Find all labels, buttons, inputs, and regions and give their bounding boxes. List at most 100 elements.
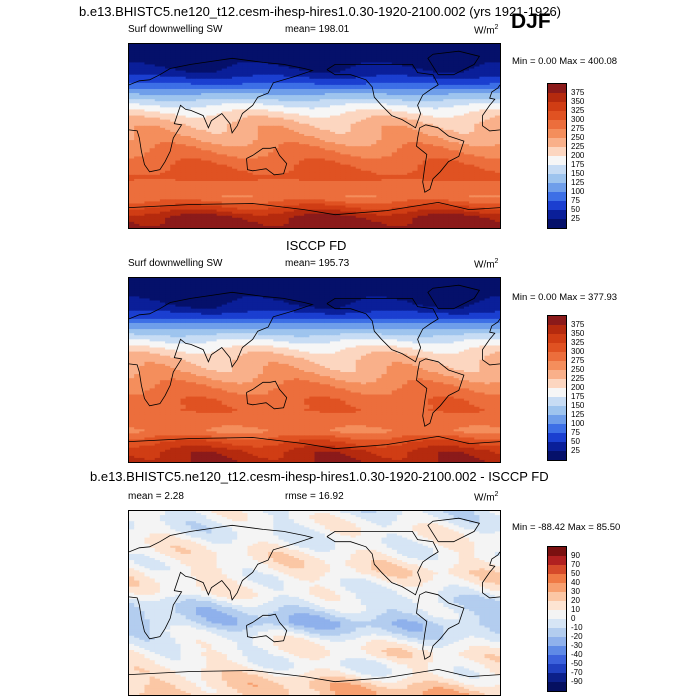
map-cell — [402, 142, 408, 145]
map-cell — [412, 97, 419, 100]
map-cell — [448, 91, 455, 94]
map-cell — [433, 93, 439, 96]
map-cell — [396, 52, 403, 55]
map-cell — [170, 142, 176, 145]
map-cell — [402, 162, 408, 166]
map-cell — [443, 125, 450, 129]
map-cell — [185, 176, 192, 180]
map-cell — [226, 170, 233, 174]
map-cell — [324, 138, 331, 141]
map-cell — [190, 68, 197, 72]
map-cell — [237, 91, 243, 94]
map-cell — [345, 76, 352, 80]
map-cell — [489, 62, 496, 66]
map-cell — [216, 152, 223, 155]
map-cell — [324, 164, 331, 168]
map-cell — [299, 48, 305, 51]
map-cell — [278, 123, 285, 127]
map-cell — [396, 50, 403, 53]
map-cell — [494, 76, 500, 80]
map-cell — [159, 136, 166, 139]
map-cell — [350, 54, 357, 57]
map-cell — [479, 72, 486, 76]
map-cell — [453, 109, 460, 113]
map-cell — [474, 136, 480, 139]
map-cell — [257, 86, 264, 90]
map-cell — [226, 74, 233, 78]
map-cell — [201, 119, 207, 123]
map-cell — [299, 74, 305, 78]
map-cell — [201, 156, 207, 160]
map-cell — [129, 180, 135, 184]
map-cell — [273, 183, 280, 186]
map-cell — [360, 76, 367, 80]
map-cell — [371, 113, 377, 117]
map-cell — [293, 99, 300, 102]
map-cell — [366, 84, 372, 88]
map-cell — [211, 84, 218, 88]
map-cell — [257, 82, 264, 86]
map-cell — [474, 101, 480, 104]
map-cell — [180, 46, 187, 49]
map-cell — [412, 54, 419, 57]
map-cell — [407, 176, 413, 180]
map-cell — [288, 103, 295, 106]
map-cell — [453, 113, 460, 117]
map-cell — [345, 46, 352, 49]
map-cell — [232, 156, 238, 160]
map-cell — [299, 160, 305, 164]
map-cell — [309, 164, 316, 168]
map-cell — [242, 133, 249, 137]
map-cell — [154, 52, 161, 55]
map-cell — [324, 152, 331, 155]
map-cell — [376, 48, 383, 51]
map-cell — [273, 144, 280, 147]
map-cell — [422, 66, 429, 70]
map-cell — [381, 84, 388, 88]
map-cell — [226, 86, 233, 90]
map-cell — [350, 113, 357, 117]
map-cell — [433, 68, 439, 72]
map-cell — [149, 156, 156, 160]
map-cell — [453, 111, 460, 115]
map-cell — [232, 76, 238, 80]
map-cell — [329, 168, 336, 172]
map-cell — [185, 166, 192, 170]
map-cell — [170, 178, 176, 182]
map-cell — [479, 54, 486, 57]
map-cell — [221, 70, 228, 74]
map-cell — [134, 70, 140, 74]
map-cell — [211, 58, 218, 61]
map-cell — [396, 154, 403, 158]
map-cell — [412, 160, 419, 164]
map-cell — [309, 52, 316, 55]
map-cell — [175, 160, 182, 164]
map-cell — [412, 80, 419, 84]
map-cell — [195, 154, 202, 158]
map-cell — [474, 46, 480, 49]
map-cell — [329, 158, 336, 162]
map-cell — [129, 46, 135, 49]
map-cell — [206, 72, 213, 76]
map-cell — [304, 48, 310, 51]
map-cell — [360, 127, 367, 131]
map-cell — [242, 103, 249, 106]
map-cell — [458, 88, 465, 92]
map-cell — [139, 131, 146, 135]
map-cell — [484, 158, 491, 162]
map-cell — [278, 50, 285, 53]
map-cell — [134, 54, 140, 57]
map-cell — [324, 180, 331, 184]
map-cell — [206, 91, 213, 94]
map-cell — [453, 101, 460, 104]
map-cell — [288, 183, 295, 186]
map-cell — [139, 86, 146, 90]
map-cell — [396, 93, 403, 96]
map-cell — [190, 144, 197, 147]
map-cell — [185, 56, 192, 59]
map-cell — [273, 74, 280, 78]
map-cell — [262, 170, 269, 174]
map-cell — [402, 174, 408, 178]
map-cell — [417, 144, 424, 147]
map-cell — [479, 154, 486, 158]
